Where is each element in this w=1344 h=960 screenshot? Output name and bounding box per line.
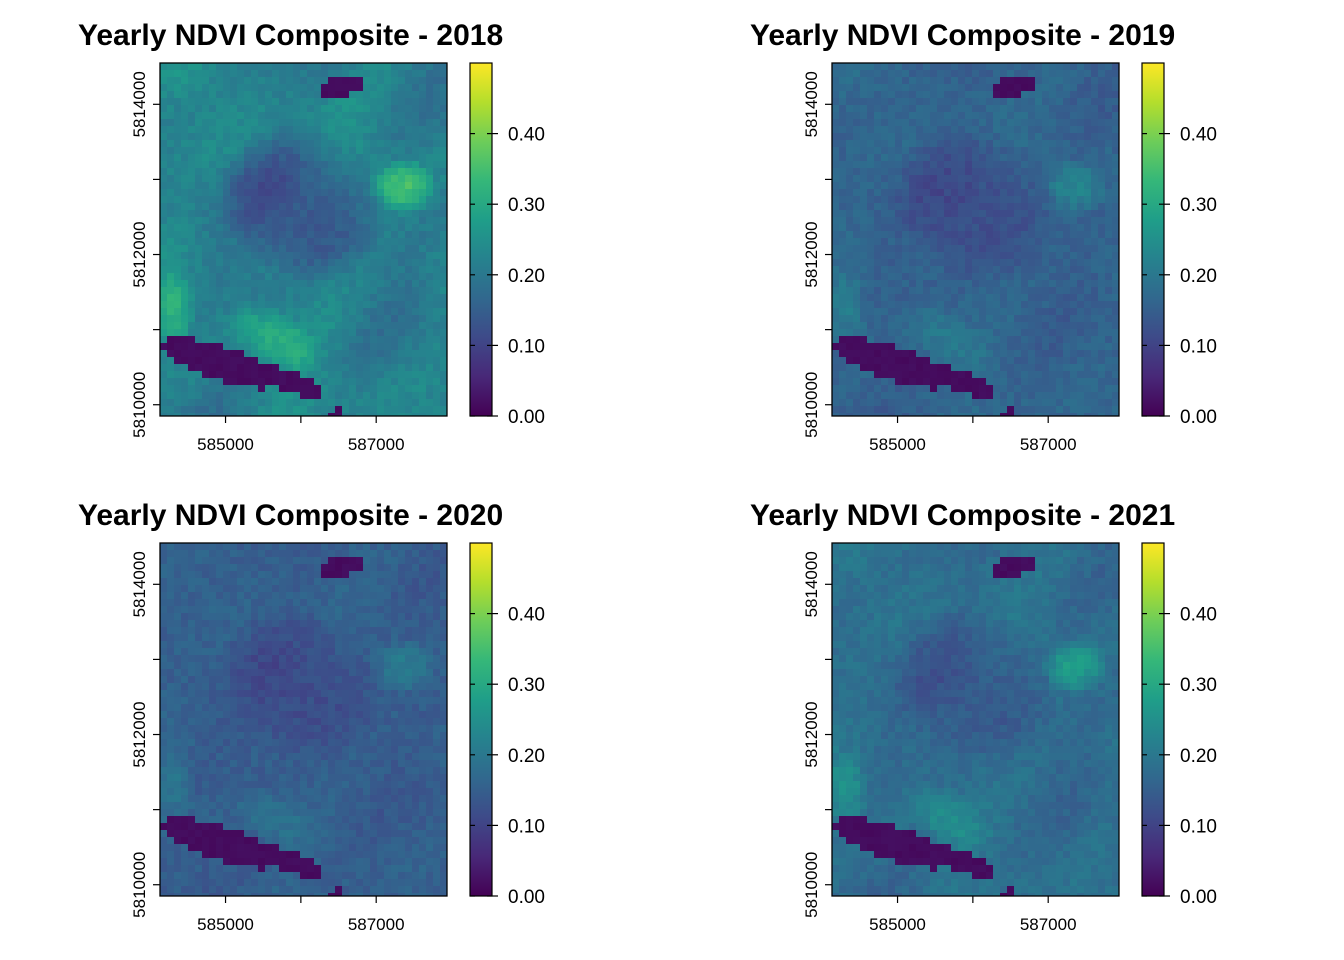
colorbar-label: 0.30 [508, 195, 545, 216]
colorbar-label: 0.30 [1180, 675, 1217, 696]
ndvi-plot-2019: 585000 587000 5810000 5812000 5814000 0.00 0.1… [802, 62, 1217, 454]
colorbar [469, 62, 493, 417]
x-tick-label: 585000 [869, 435, 926, 454]
colorbar-label: 0.10 [1180, 336, 1217, 357]
colorbar-label: 0.40 [508, 125, 545, 146]
colorbar-label: 0.20 [1180, 266, 1217, 287]
y-tick-label: 5810000 [130, 372, 149, 438]
colorbar [1141, 62, 1165, 417]
panel-title: Yearly NDVI Composite - 2018 [78, 19, 504, 52]
ndvi-plot-2020: 585000 587000 5810000 5812000 5814000 0.00 0.1… [130, 542, 545, 934]
x-tick-label: 585000 [197, 915, 254, 934]
y-tick-label: 5814000 [130, 71, 149, 137]
ndvi-panel-2019: Yearly NDVI Composite - 2019 585000 58700… [672, 0, 1344, 480]
colorbar [469, 542, 493, 897]
plot-frame [159, 542, 448, 897]
colorbar-label: 0.20 [508, 266, 545, 287]
y-tick-label: 5812000 [130, 221, 149, 287]
y-tick-label: 5810000 [802, 372, 821, 438]
y-tick-label: 5814000 [130, 551, 149, 617]
colorbar-label: 0.10 [508, 336, 545, 357]
ndvi-panel-2020: Yearly NDVI Composite - 2020 585000 58700… [0, 480, 672, 960]
colorbar-label: 0.00 [1180, 887, 1217, 908]
panel-title: Yearly NDVI Composite - 2021 [750, 499, 1176, 532]
ndvi-raster [160, 63, 448, 417]
colorbar-label: 0.00 [508, 407, 545, 428]
x-tick-label: 585000 [197, 435, 254, 454]
colorbar-label: 0.30 [1180, 195, 1217, 216]
plot-frame [159, 62, 448, 417]
colorbar-label: 0.00 [508, 887, 545, 908]
x-tick-label: 587000 [348, 435, 405, 454]
ndvi-raster [160, 543, 448, 897]
y-tick-label: 5814000 [802, 551, 821, 617]
colorbar-label: 0.10 [1180, 816, 1217, 837]
colorbar-label: 0.20 [508, 746, 545, 767]
colorbar-label: 0.40 [508, 605, 545, 626]
y-tick-label: 5812000 [130, 701, 149, 767]
colorbar-label: 0.30 [508, 675, 545, 696]
colorbar-label: 0.00 [1180, 407, 1217, 428]
x-tick-label: 587000 [1020, 435, 1077, 454]
x-tick-label: 587000 [1020, 915, 1077, 934]
y-tick-label: 5810000 [130, 852, 149, 918]
ndvi-plot-2018: 585000 587000 5810000 5812000 5814000 0.00 0.1… [130, 62, 545, 454]
ndvi-plot-2021: 585000 587000 5810000 5812000 5814000 0.00 0.1… [802, 542, 1217, 934]
panel-title: Yearly NDVI Composite - 2020 [78, 499, 504, 532]
ndvi-raster [832, 543, 1120, 897]
colorbar-label: 0.40 [1180, 605, 1217, 626]
ndvi-panel-2021: Yearly NDVI Composite - 2021 585000 58700… [672, 480, 1344, 960]
colorbar-label: 0.40 [1180, 125, 1217, 146]
ndvi-raster [832, 63, 1120, 417]
ndvi-panel-2018: Yearly NDVI Composite - 2018 585000 58700… [0, 0, 672, 480]
x-tick-label: 585000 [869, 915, 926, 934]
plot-frame [831, 62, 1120, 417]
y-tick-label: 5812000 [802, 701, 821, 767]
panel-title: Yearly NDVI Composite - 2019 [750, 19, 1176, 52]
y-tick-label: 5812000 [802, 221, 821, 287]
y-tick-label: 5814000 [802, 71, 821, 137]
colorbar [1141, 542, 1165, 897]
x-tick-label: 587000 [348, 915, 405, 934]
plot-frame [831, 542, 1120, 897]
colorbar-label: 0.20 [1180, 746, 1217, 767]
colorbar-label: 0.10 [508, 816, 545, 837]
y-tick-label: 5810000 [802, 852, 821, 918]
